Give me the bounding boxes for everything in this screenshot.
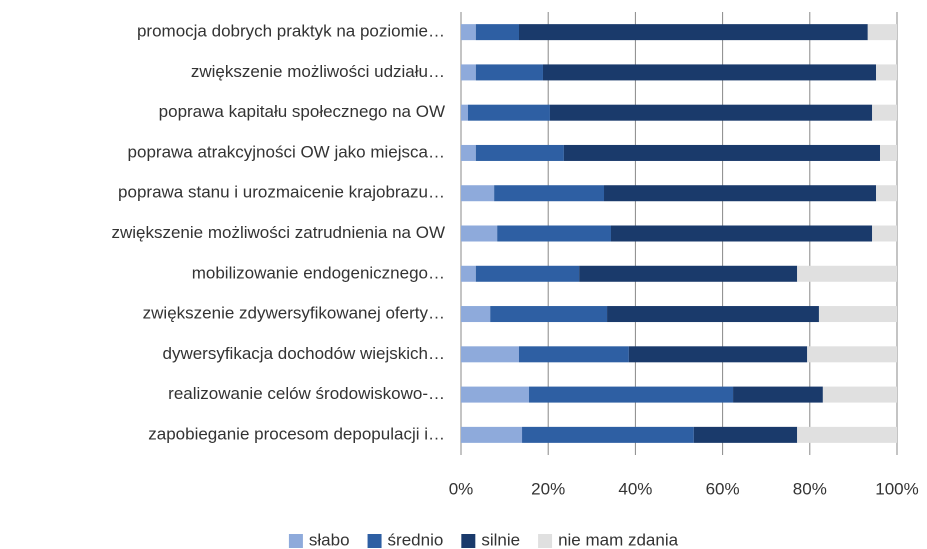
bar-segment — [461, 144, 476, 161]
bar-segment — [872, 225, 897, 242]
bar-segment — [867, 24, 897, 41]
bar-segment — [879, 144, 897, 161]
bar-segment — [461, 64, 476, 81]
bar-segment — [529, 386, 734, 403]
x-tick-label: 80% — [793, 479, 827, 498]
y-tick-label: zwiększenie możliwości zatrudnienia na O… — [111, 223, 445, 242]
bar-segment — [461, 426, 523, 443]
legend-label: średnio — [388, 530, 444, 549]
bar-segment — [822, 386, 897, 403]
bar-segment — [563, 144, 880, 161]
bar-segment — [610, 225, 873, 242]
bar-segment — [797, 426, 897, 443]
bar-segment — [518, 346, 629, 363]
legend-label: nie mam zdania — [558, 530, 679, 549]
legend-swatch — [538, 534, 553, 548]
y-tick-label: poprawa atrakcyjności OW jako miejsca… — [128, 142, 445, 161]
legend-label: silnie — [481, 530, 520, 549]
bar-segment — [494, 185, 605, 202]
x-tick-label: 100% — [875, 479, 918, 498]
bar-segment — [604, 185, 877, 202]
bar-segment — [549, 104, 873, 121]
bar-segment — [475, 144, 564, 161]
bar-segment — [522, 426, 694, 443]
x-tick-label: 40% — [618, 479, 652, 498]
bar-segment — [693, 426, 798, 443]
bar-segment — [461, 225, 498, 242]
bar-segment — [467, 104, 550, 121]
bar-segment — [628, 346, 808, 363]
x-tick-label: 60% — [706, 479, 740, 498]
bar-segment — [461, 306, 491, 323]
y-tick-label: promocja dobrych praktyk na poziomie… — [137, 22, 445, 41]
bar-segment — [518, 24, 868, 41]
bar-segment — [475, 64, 543, 81]
y-tick-label: dywersyfikacja dochodów wiejskich… — [162, 344, 445, 363]
bar-segment — [461, 185, 495, 202]
bar-segment — [797, 265, 897, 282]
legend-swatch — [461, 534, 476, 548]
y-tick-label: zwiększenie możliwości udziału… — [191, 62, 445, 81]
bar-segment — [818, 306, 897, 323]
y-tick-label: poprawa kapitału społecznego na OW — [159, 102, 445, 121]
x-tick-label: 0% — [449, 479, 474, 498]
bar-segment — [607, 306, 819, 323]
y-tick-label: zapobieganie procesom depopulacji i… — [148, 424, 445, 443]
bar-segment — [497, 225, 611, 242]
bar-segment — [542, 64, 877, 81]
y-tick-label: poprawa stanu i urozmaicenie krajobrazu… — [118, 183, 445, 202]
bar-segment — [872, 104, 897, 121]
bar-segment — [475, 265, 580, 282]
y-tick-label: mobilizowanie endogenicznego… — [192, 263, 445, 282]
bar-segment — [461, 104, 468, 121]
bar-segment — [579, 265, 798, 282]
y-tick-label: realizowanie celów środowiskowo-… — [168, 384, 445, 403]
bar-segment — [876, 64, 897, 81]
bar-segment — [475, 24, 519, 41]
bar-segment — [807, 346, 897, 363]
bar-segment — [490, 306, 608, 323]
bar-segment — [733, 386, 823, 403]
x-tick-label: 20% — [531, 479, 565, 498]
bar-segment — [461, 24, 476, 41]
legend-swatch — [288, 534, 303, 548]
legend-label: słabo — [309, 530, 350, 549]
y-tick-label: zwiększenie zdywersyfikowanej oferty… — [143, 304, 445, 323]
bar-segment — [461, 386, 530, 403]
legend-swatch — [367, 534, 382, 548]
bar-segment — [876, 185, 897, 202]
bar-segment — [461, 346, 519, 363]
bar-segment — [461, 265, 476, 282]
